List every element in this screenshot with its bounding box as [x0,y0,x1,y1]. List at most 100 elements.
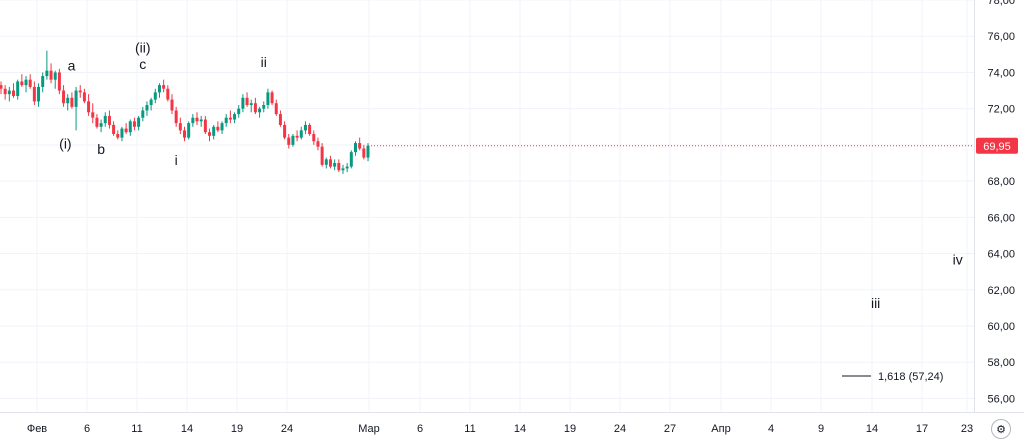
x-tick-label: 14 [866,423,878,435]
x-tick-label: 19 [564,423,576,435]
candle-body [37,86,41,102]
x-tick-label: Мар [358,423,380,435]
candle-body [87,101,91,113]
wave-label: i [175,152,178,168]
candle-body [41,76,45,87]
candle-body [308,124,312,135]
candle-body [312,134,316,142]
candle-body [362,148,366,158]
x-tick-label: 4 [768,423,774,435]
candle-body [333,162,337,167]
candle-body [107,115,111,125]
candle-body [12,90,16,96]
candle-body [53,72,57,80]
x-tick-label: 11 [131,423,142,435]
candle-body [32,86,36,102]
chart-settings-button[interactable]: ⚙ [991,419,1011,439]
candle-body [103,115,107,124]
candle-body [249,103,253,106]
last-price-label: 69,95 [983,141,1011,153]
y-tick-label: 76,00 [987,31,1015,43]
candle-body [132,121,136,127]
x-tick-label: Фев [27,423,47,435]
candle-body [45,70,49,77]
y-tick-label: 64,00 [987,249,1015,261]
candle-body [258,108,262,113]
candle-body [16,81,20,96]
y-tick-label: 60,00 [987,321,1015,333]
candle-body [137,117,141,127]
y-tick-label: 62,00 [987,285,1015,297]
candle-body [95,117,99,127]
candle-body [228,117,232,120]
y-tick-label: 66,00 [987,212,1015,224]
fib-label: 1,618 (57,24) [878,371,943,383]
candle-body [187,123,191,138]
candle-body [208,132,212,136]
candle-body [149,99,153,106]
price-axis[interactable]: 78,0076,0074,0072,0070,0068,0066,0064,00… [987,0,1015,405]
candle-body [174,110,178,124]
candle-body [191,117,195,124]
wave-label: (ii) [135,40,151,56]
candle-body [353,143,357,153]
x-tick-label: 14 [514,423,526,435]
x-tick-label: 17 [916,423,928,435]
candle-body [24,79,28,86]
last-price-marker: 69,95 [976,137,1018,154]
candle-body [349,152,353,167]
settings-icon: ⚙ [996,423,1006,436]
candle-body [170,99,174,111]
wave-label: iii [871,295,880,311]
fib-extension: 1,618 (57,24) [842,371,943,383]
wave-label: iv [953,251,963,267]
candle-body [20,81,24,86]
candle-body [70,97,74,107]
candle-body [237,108,241,115]
candle-body [366,145,370,158]
candle-body [266,92,270,106]
x-tick-label: Апр [711,423,730,435]
candle-body [178,123,182,131]
candle-body [345,166,349,169]
wave-labels: a(i)b(ii)ciiiiiiivv(iii) [59,40,963,311]
y-tick-label: 74,00 [987,67,1015,79]
y-tick-label: 72,00 [987,104,1015,116]
time-axis[interactable]: Фев 6 11 14 19 24 Мар 6 11 14 19 24 27 Апр 4 9 14 17 23 [27,423,973,435]
x-tick-label: 24 [281,423,293,435]
y-tick-label: 56,00 [987,393,1015,405]
candle-body [3,88,7,95]
candle-body [316,141,320,147]
candle-body [183,130,186,138]
y-tick-label: 58,00 [987,357,1015,369]
candle-body [78,90,82,93]
wave-label: ii [261,54,267,70]
candle-body [74,90,78,107]
candle-body [57,72,61,91]
candle-body [153,92,157,100]
candle-body [203,119,207,133]
candle-body [7,90,11,95]
candle-body [91,112,95,118]
last-price-box [976,137,1018,154]
candle-body [291,135,295,145]
candle-body [49,70,53,80]
candle-body [270,92,274,104]
candle-body [166,88,170,100]
candle-body [112,124,116,135]
candle-body [295,135,299,138]
candle-body [337,162,341,171]
candle-body [224,117,228,124]
candle-body [245,97,249,106]
candle-body [303,124,307,131]
y-tick-label: 78,00 [987,0,1015,7]
candle-body [253,103,257,113]
grid-lines [0,0,974,412]
candle-body [62,90,66,104]
candle-body [141,110,145,118]
candle-body [241,97,245,109]
x-tick-label: 11 [464,423,475,435]
candle-body [128,121,132,133]
candle-body [99,123,103,127]
